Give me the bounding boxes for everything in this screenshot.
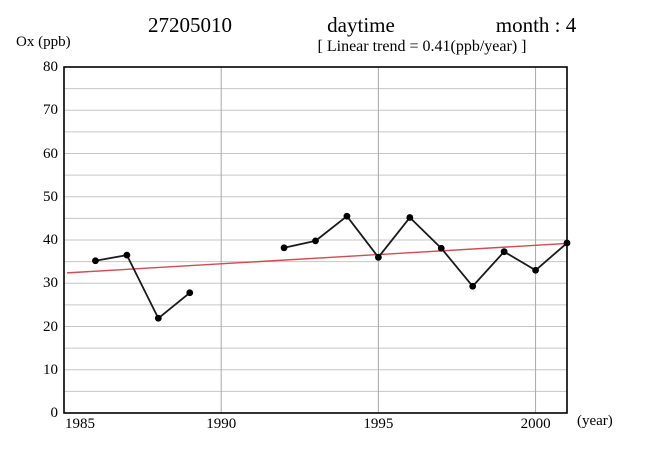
y-axis-tick-label: 0 — [50, 405, 59, 421]
data-point-marker — [92, 257, 99, 265]
data-point-marker — [532, 266, 539, 274]
y-axis-label: Ox (ppb) — [16, 34, 71, 50]
x-axis-unit-label: (year) — [577, 413, 613, 429]
y-axis-tick-label: 70 — [43, 102, 58, 119]
period-title: daytime — [327, 13, 395, 37]
data-point-marker — [437, 244, 445, 252]
y-axis-tick-label: 50 — [43, 188, 58, 205]
y-axis-tick-label: 10 — [43, 361, 58, 378]
data-point-marker — [469, 282, 477, 290]
data-point-marker — [280, 244, 288, 252]
y-axis-tick-label: 30 — [43, 275, 58, 292]
data-point-marker — [186, 289, 194, 297]
data-point-marker — [406, 214, 414, 221]
month-title: month : 4 — [495, 13, 577, 37]
x-axis-tick-label: 2000 — [520, 416, 551, 432]
x-axis-tick-label: 1985 — [65, 416, 95, 432]
linear-trend-caption: [ Linear trend = 0.41(ppb/year) ] — [317, 38, 527, 55]
trend-line — [67, 242, 568, 274]
y-axis-tick-label: 40 — [43, 232, 58, 248]
x-axis-tick-label: 1995 — [363, 416, 394, 432]
y-axis-tick-label: 80 — [43, 59, 58, 75]
data-point-marker — [154, 314, 162, 322]
data-point-marker — [123, 251, 131, 259]
data-point-marker — [374, 253, 382, 261]
data-point-marker — [343, 212, 351, 220]
station-id-title: 27205010 — [148, 13, 232, 37]
y-axis-tick-label: 60 — [43, 145, 58, 162]
data-series-line — [95, 254, 191, 320]
data-point-marker — [563, 239, 571, 247]
x-axis-tick-label: 1990 — [206, 416, 237, 432]
data-series-line — [283, 215, 568, 288]
data-point-marker — [500, 248, 508, 256]
y-axis-tick-label: 20 — [43, 318, 58, 335]
data-point-marker — [312, 237, 319, 245]
